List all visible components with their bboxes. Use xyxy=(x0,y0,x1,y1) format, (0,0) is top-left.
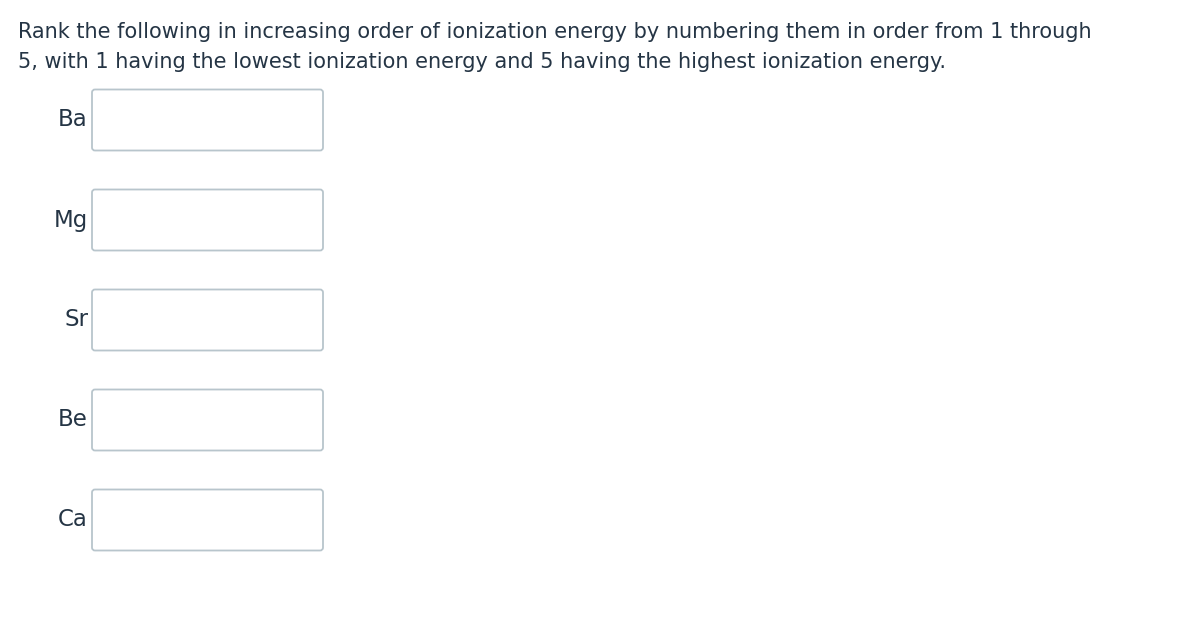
FancyBboxPatch shape xyxy=(92,90,323,151)
Text: Be: Be xyxy=(58,408,88,431)
Text: Mg: Mg xyxy=(54,208,88,232)
Text: Ca: Ca xyxy=(58,509,88,531)
FancyBboxPatch shape xyxy=(92,389,323,451)
FancyBboxPatch shape xyxy=(92,190,323,250)
Text: Sr: Sr xyxy=(64,308,88,331)
Text: 5, with 1 having the lowest ionization energy and 5 having the highest ionizatio: 5, with 1 having the lowest ionization e… xyxy=(18,52,946,72)
Text: Ba: Ba xyxy=(59,109,88,132)
Text: Rank the following in increasing order of ionization energy by numbering them in: Rank the following in increasing order o… xyxy=(18,22,1092,42)
FancyBboxPatch shape xyxy=(92,489,323,551)
FancyBboxPatch shape xyxy=(92,289,323,350)
